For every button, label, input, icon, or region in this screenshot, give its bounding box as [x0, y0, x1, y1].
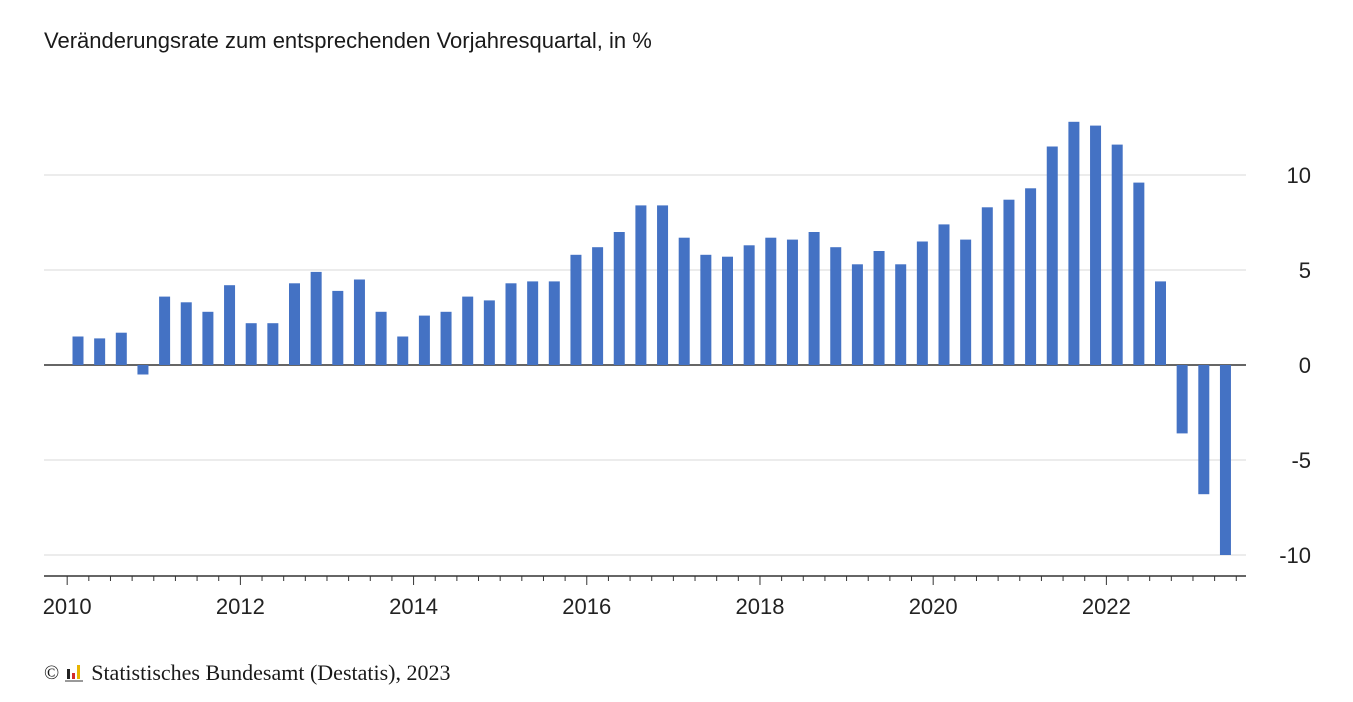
bar	[700, 254, 712, 365]
bar	[72, 336, 84, 365]
bar	[1198, 365, 1210, 495]
bar	[1176, 365, 1188, 434]
bar	[873, 251, 885, 365]
bar	[1046, 146, 1058, 365]
y-tick-label: -5	[1291, 448, 1311, 473]
bars	[72, 121, 1231, 555]
bar	[180, 302, 192, 365]
bar	[224, 285, 236, 365]
bar	[94, 338, 106, 365]
x-tick-label: 2020	[909, 594, 958, 619]
bar	[960, 239, 972, 365]
bar	[137, 365, 149, 375]
bar	[202, 311, 214, 365]
bar	[1133, 182, 1145, 365]
bar	[1219, 365, 1231, 555]
x-tick-label: 2022	[1082, 594, 1131, 619]
copyright-symbol: ©	[44, 661, 60, 684]
bar	[245, 323, 257, 365]
bar	[635, 205, 647, 365]
bar	[938, 224, 950, 365]
bar	[895, 264, 907, 365]
bar	[505, 283, 517, 365]
chart-title: Veränderungsrate zum entsprechenden Vorj…	[44, 28, 652, 53]
bar	[483, 300, 495, 365]
bar	[332, 290, 344, 365]
bar	[916, 241, 928, 365]
bar	[1090, 125, 1102, 365]
bar	[1003, 199, 1015, 365]
bar	[722, 256, 733, 365]
bar	[765, 237, 777, 365]
bar	[289, 283, 300, 365]
bar	[462, 296, 474, 365]
bar	[375, 311, 387, 365]
y-tick-label: 5	[1299, 258, 1311, 283]
x-tick-label: 2014	[389, 594, 438, 619]
source-credit: © Statistisches Bundesamt (Destatis), 20…	[44, 660, 451, 686]
y-tick-label: -10	[1279, 543, 1311, 568]
bar	[310, 271, 322, 365]
bar	[159, 296, 171, 365]
bar	[592, 247, 604, 365]
bar	[418, 315, 430, 365]
bar	[397, 336, 409, 365]
source-text: Statistisches Bundesamt (Destatis), 2023	[91, 660, 451, 685]
bar	[851, 264, 863, 365]
y-tick-label: 10	[1287, 163, 1311, 188]
bar	[440, 311, 452, 365]
x-tick-label: 2012	[216, 594, 265, 619]
x-tick-label: 2016	[562, 594, 611, 619]
bar	[981, 207, 993, 365]
bar	[786, 239, 798, 365]
bar	[678, 237, 690, 365]
bar	[1155, 281, 1166, 365]
bar	[267, 323, 279, 365]
destatis-logo-icon	[65, 664, 85, 682]
bar	[353, 279, 365, 365]
bar	[1068, 121, 1080, 365]
bar	[570, 254, 582, 365]
bar	[527, 281, 539, 365]
bar	[830, 247, 842, 365]
bar	[115, 332, 127, 365]
x-tick-label: 2018	[735, 594, 784, 619]
bar	[548, 281, 560, 365]
x-tick-label: 2010	[43, 594, 92, 619]
bar	[743, 245, 755, 365]
bar	[808, 232, 820, 365]
y-tick-label: 0	[1299, 353, 1311, 378]
bar	[613, 232, 625, 365]
bar	[657, 205, 669, 365]
y-axis-labels: 10 5 0 -5 -10	[1279, 163, 1311, 568]
bar	[1025, 188, 1037, 365]
bar	[1111, 144, 1123, 365]
x-axis: 2010 2012 2014 2016 2018 2020 2022	[43, 575, 1246, 619]
